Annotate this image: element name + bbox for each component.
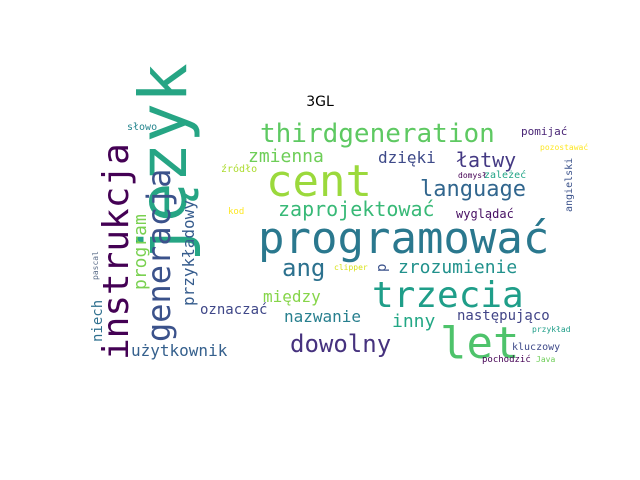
word-przyklad: przykład (532, 325, 571, 334)
word-zrodlo: źródło (221, 163, 257, 175)
word-program: program (130, 214, 151, 290)
word-trzecia: trzecia (372, 275, 524, 316)
word-kluczowy: kluczowy (512, 342, 560, 353)
word-domysl: domysł (458, 171, 487, 180)
word-zaprojektowac: zaprojektować (278, 197, 435, 221)
word-dowolny: dowolny (290, 330, 391, 358)
word-ang: ang (282, 254, 325, 282)
word-angielski: angielski (564, 158, 575, 212)
word-p: p (374, 264, 390, 272)
word-cent: cent (266, 156, 372, 207)
word-let: let (440, 318, 519, 369)
word-inny: inny (392, 311, 436, 332)
word-instrukcja: instrukcja (96, 143, 137, 360)
word-programowac: programować (258, 213, 549, 264)
word-nazwanie: nazwanie (284, 307, 361, 326)
word-wygladac: wyglądać (456, 207, 514, 221)
word-language: language (420, 177, 526, 202)
word-jezyk: język (125, 63, 202, 262)
word-pomijac: pomijać (521, 125, 567, 138)
word-zrozumienie: zrozumienie (398, 257, 517, 278)
word-generacja: generacja (140, 169, 178, 342)
word-oznaczac: oznaczać (200, 302, 267, 318)
word-kod: kod (228, 207, 244, 217)
word-pochodzic: pochodzić (482, 354, 531, 365)
word-pascal: pascal (91, 251, 100, 280)
word-slowo: słowo (127, 122, 157, 133)
word-zmienna: zmienna (248, 146, 324, 167)
word-thirdgeneration: thirdgeneration (260, 119, 495, 149)
word-przykladowy: przykładowy (179, 200, 198, 306)
word-clipper: clipper (334, 263, 368, 272)
word-dzieki: dzięki (378, 148, 436, 167)
word-latwy: łatwy (456, 148, 516, 172)
word-uzytkownik: użytkownik (131, 341, 228, 360)
word-java: Java (536, 355, 555, 364)
word-nastepujaco: następująco (457, 308, 550, 324)
word-zalezec: zależeć (484, 169, 526, 181)
word-pozostawac: pozostawać (540, 142, 588, 152)
chart-title: 3GL (306, 94, 334, 110)
word-niech: niech (90, 300, 106, 342)
word-miedzy: między (263, 287, 321, 306)
